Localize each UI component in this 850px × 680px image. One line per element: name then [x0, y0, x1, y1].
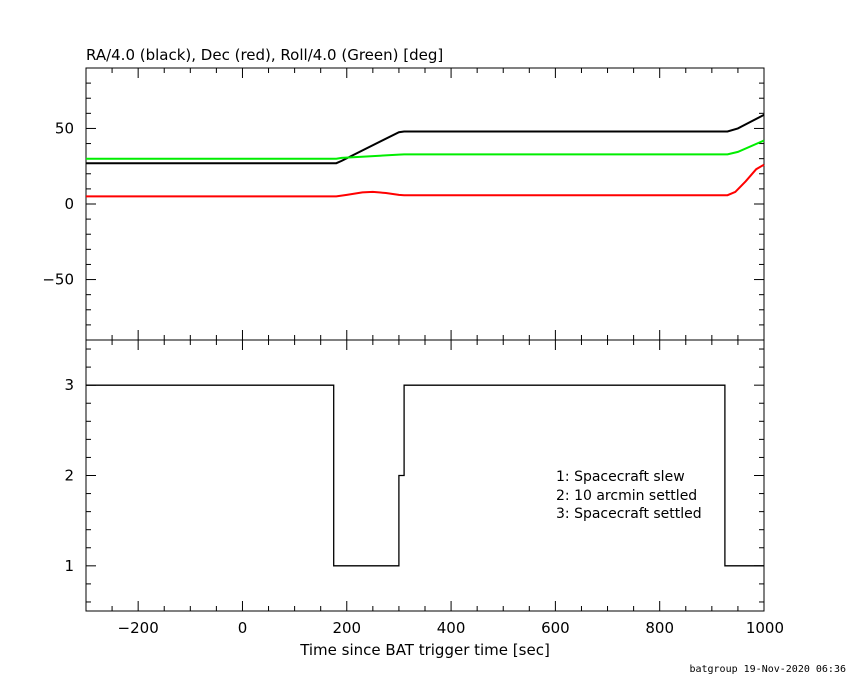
footer-stamp: batgroup 19-Nov-2020 06:36 — [689, 664, 846, 675]
top-panel: RA/4.0 (black), Dec (red), Roll/4.0 (Gre… — [42, 46, 765, 341]
bottom-panel-x-tick-labels: −200 0 200 400 600 800 1000 — [118, 619, 784, 637]
bottom-panel-ticks — [85, 340, 765, 611]
bottom-panel-series — [86, 384, 764, 567]
x-tick-label: 200 — [332, 619, 361, 637]
legend-line-3: 3: Spacecraft settled — [556, 506, 702, 522]
bottom-y-tick-label: 1 — [64, 557, 74, 575]
top-panel-ticks — [85, 67, 765, 341]
x-axis-label: Time since BAT trigger time [sec] — [299, 641, 550, 659]
series-line-dec — [86, 163, 765, 198]
x-tick-label: 400 — [437, 619, 466, 637]
series-line-roll-4-0 — [86, 139, 765, 160]
x-tick-label: −200 — [118, 619, 159, 637]
legend: 1: Spacecraft slew 2: 10 arcmin settled … — [556, 469, 702, 522]
bottom-panel: 1 2 3 −200 0 200 400 600 800 1000 Time since BAT… — [64, 339, 784, 659]
bottom-panel-y-tick-labels: 1 2 3 — [64, 376, 74, 575]
x-tick-label: 1000 — [746, 619, 784, 637]
top-panel-y-tick-labels: −50 0 50 — [42, 119, 74, 288]
bottom-y-tick-label: 3 — [64, 376, 74, 394]
x-tick-label: 0 — [238, 619, 248, 637]
settling-status-line — [86, 384, 764, 567]
legend-line-2: 2: 10 arcmin settled — [556, 488, 697, 504]
top-panel-frame — [85, 67, 765, 341]
top-y-tick-label: −50 — [42, 271, 74, 289]
top-panel-title: RA/4.0 (black), Dec (red), Roll/4.0 (Gre… — [86, 46, 443, 64]
series-line-ra-4-0 — [86, 113, 765, 165]
top-y-tick-label: 0 — [64, 195, 74, 213]
x-tick-label: 800 — [645, 619, 674, 637]
top-y-tick-label: 50 — [55, 119, 74, 137]
bottom-y-tick-label: 2 — [64, 467, 74, 485]
top-panel-series — [86, 113, 765, 198]
legend-line-1: 1: Spacecraft slew — [556, 469, 685, 485]
x-tick-label: 600 — [541, 619, 570, 637]
